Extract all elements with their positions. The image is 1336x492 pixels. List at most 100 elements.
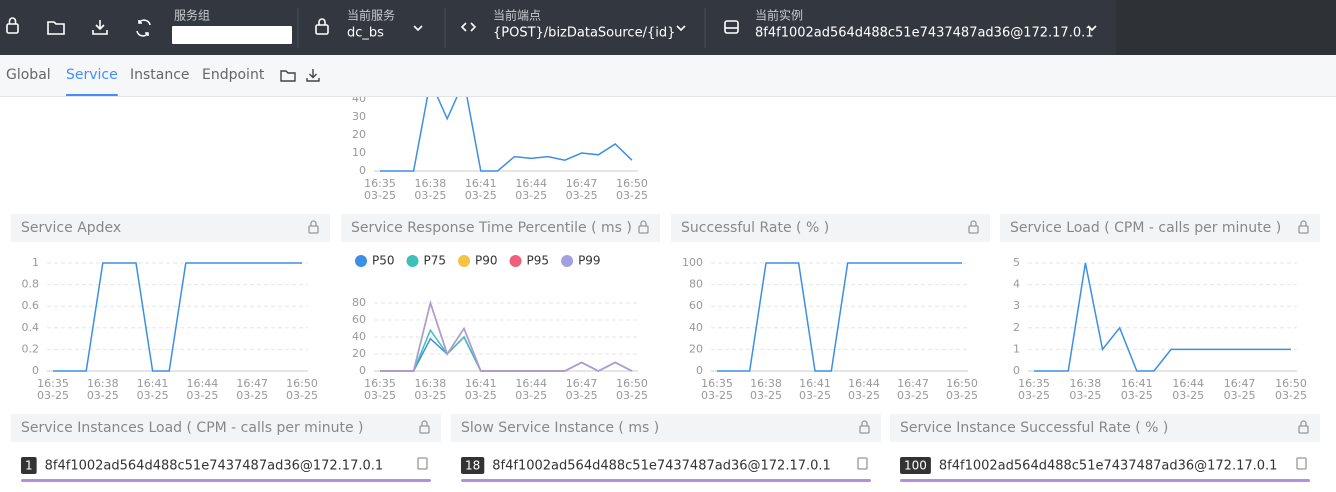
- x-tick-date: 03-25: [414, 189, 446, 202]
- x-tick-date: 03-25: [186, 389, 218, 402]
- series-line: [53, 262, 302, 372]
- lock-icon[interactable]: [6, 17, 19, 34]
- lock-icon: [1300, 420, 1307, 426]
- lock-icon[interactable]: [1298, 425, 1309, 434]
- x-tick-date: 03-25: [414, 389, 446, 402]
- tabs: Global Service Instance Endpoint: [6, 67, 265, 96]
- panel-header: [11, 214, 330, 242]
- lock-icon: [970, 220, 977, 226]
- x-tick-date: 03-25: [515, 189, 547, 202]
- x-tick-date: 03-25: [1069, 389, 1101, 402]
- y-tick-label: 100: [682, 256, 703, 269]
- y-tick-label: 20: [352, 128, 366, 141]
- panel-title: Successful Rate ( % ): [681, 220, 829, 236]
- item-value: 18: [465, 459, 480, 473]
- y-tick-label: 60: [689, 299, 703, 312]
- service-icon: [315, 18, 329, 35]
- panel-title: Service Apdex: [21, 220, 121, 236]
- y-tick-label: 40: [689, 321, 703, 334]
- folder-icon[interactable]: [47, 21, 65, 35]
- item-name[interactable]: 8f4f1002ad564d488c51e7437487ad36@172.17.…: [492, 459, 831, 474]
- lock-icon[interactable]: [419, 425, 430, 434]
- x-tick-time: 16:50: [1275, 377, 1307, 390]
- service-value[interactable]: dc_bs: [347, 26, 384, 41]
- x-tick-time: 16:44: [187, 377, 219, 390]
- y-tick-label: 0.4: [22, 321, 40, 334]
- lock-icon: [421, 420, 428, 426]
- group-input[interactable]: [172, 26, 292, 44]
- lock-icon[interactable]: [638, 225, 649, 234]
- item-value: 100: [904, 459, 927, 473]
- instance-value[interactable]: 8f4f1002ad564d488c51e7437487ad36@172.17.…: [755, 26, 1094, 41]
- x-tick-date: 03-25: [236, 389, 268, 402]
- x-tick-time: 16:38: [415, 377, 447, 390]
- x-tick-time: 16:50: [946, 377, 978, 390]
- x-tick-time: 16:35: [1018, 377, 1050, 390]
- x-tick-date: 03-25: [1275, 389, 1307, 402]
- tab-download-icon[interactable]: [306, 69, 320, 82]
- tab[interactable]: Endpoint: [202, 67, 265, 83]
- tab[interactable]: Instance: [130, 67, 190, 83]
- lock-icon: [861, 420, 868, 426]
- copy-icon[interactable]: [417, 457, 428, 470]
- series-line: [380, 300, 633, 372]
- refresh-icon[interactable]: [136, 19, 151, 37]
- lock-icon[interactable]: [968, 225, 979, 234]
- x-tick-date: 03-25: [946, 389, 978, 402]
- y-tick-label: 0.2: [22, 342, 40, 355]
- x-tick-time: 16:47: [1224, 377, 1256, 390]
- x-tick-time: 16:50: [616, 377, 648, 390]
- x-tick-date: 03-25: [465, 389, 497, 402]
- series-line: [380, 97, 633, 172]
- y-tick-label: 60: [352, 313, 366, 326]
- copy-icon[interactable]: [857, 457, 868, 470]
- instance-label: 当前实例: [755, 8, 803, 23]
- endpoint-label: 当前端点: [493, 8, 541, 23]
- lock-icon[interactable]: [1298, 225, 1309, 234]
- copy-icon[interactable]: [1296, 457, 1307, 470]
- instance-icon: [724, 20, 739, 34]
- chevron[interactable]: [1087, 25, 1097, 32]
- x-tick-time: 16:44: [515, 177, 547, 190]
- panel-header: [890, 414, 1320, 442]
- legend-label: P95: [527, 254, 550, 268]
- tab[interactable]: Service: [66, 67, 118, 83]
- lock-icon[interactable]: [859, 425, 870, 434]
- x-tick-time: 16:41: [465, 377, 497, 390]
- download-icon[interactable]: [92, 20, 108, 35]
- top-bar-right: [1116, 0, 1336, 55]
- progress-bar: [461, 479, 871, 482]
- value-badge: [461, 457, 485, 474]
- panel-header: [341, 214, 660, 242]
- legend-swatch: [355, 255, 367, 267]
- y-tick-label: 2: [1013, 321, 1020, 334]
- chevron[interactable]: [413, 25, 423, 32]
- endpoint-value[interactable]: {POST}/bizDataSource/{id}: [493, 26, 675, 41]
- x-tick-date: 03-25: [799, 389, 831, 402]
- lock-icon[interactable]: [308, 225, 319, 234]
- item-value: 1: [25, 459, 33, 473]
- item-name[interactable]: 8f4f1002ad564d488c51e7437487ad36@172.17.…: [939, 459, 1278, 474]
- y-tick-label: 20: [689, 342, 703, 355]
- x-tick-time: 16:41: [137, 377, 169, 390]
- panel-header: [1000, 214, 1320, 242]
- chevron[interactable]: [676, 25, 686, 32]
- tab[interactable]: Global: [6, 67, 51, 83]
- item-name[interactable]: 8f4f1002ad564d488c51e7437487ad36@172.17.…: [45, 459, 384, 474]
- legend-swatch: [561, 255, 574, 267]
- x-tick-date: 03-25: [750, 389, 782, 402]
- x-tick-date: 03-25: [566, 389, 598, 402]
- x-tick-date: 03-25: [465, 189, 497, 202]
- legend-label: P75: [424, 254, 447, 268]
- x-tick-date: 03-25: [1172, 389, 1204, 402]
- content: 01020304016:3503-2516:3803-2516:4103-251…: [11, 92, 1320, 482]
- y-tick-label: 0: [696, 364, 703, 377]
- lock-icon: [1300, 220, 1307, 226]
- y-tick-label: 5: [1013, 256, 1020, 269]
- progress-bar: [900, 479, 1310, 482]
- y-tick-label: 0.6: [22, 299, 40, 312]
- legend-swatch: [509, 255, 522, 267]
- tab-folder-icon[interactable]: [280, 70, 296, 82]
- x-tick-date: 03-25: [616, 189, 648, 202]
